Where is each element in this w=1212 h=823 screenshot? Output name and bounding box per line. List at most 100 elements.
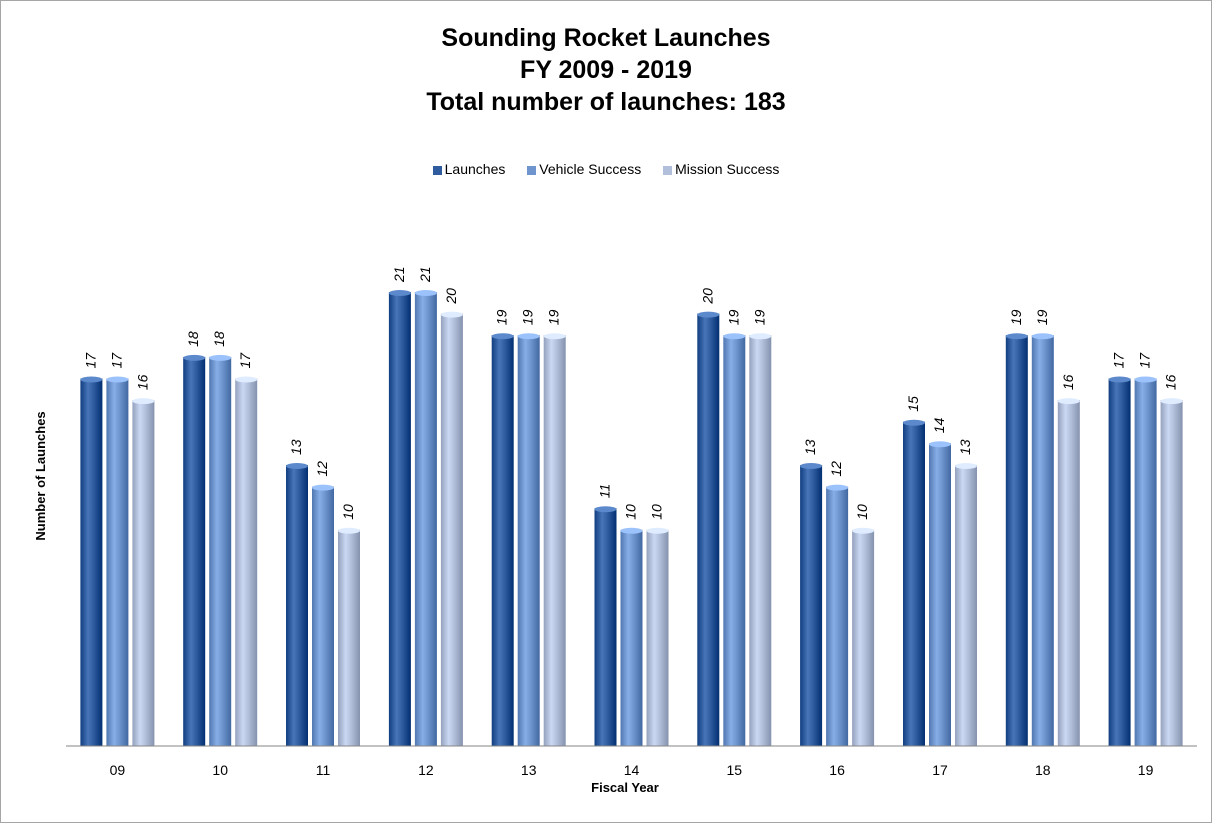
bar-launches-10 <box>183 356 206 746</box>
bar-cap-mission-success-16 <box>852 527 875 534</box>
bar-launches-18 <box>1005 335 1028 746</box>
data-label-launches-10: 18 <box>185 331 201 347</box>
bar-cap-vehicle-success-16 <box>826 484 849 491</box>
x-tick-label-10: 10 <box>212 762 228 778</box>
data-label-vehicle-success-13: 19 <box>520 309 536 325</box>
bar-launches-12 <box>388 292 411 746</box>
bar-mission-success-14 <box>646 529 669 746</box>
bar-cap-launches-09 <box>80 376 103 383</box>
bar-launches-09 <box>80 378 103 746</box>
data-label-mission-success-16: 10 <box>854 504 870 520</box>
bar-cap-vehicle-success-09 <box>106 376 129 383</box>
data-label-vehicle-success-18: 19 <box>1034 309 1050 325</box>
bar-mission-success-16 <box>852 529 875 746</box>
y-axis-title: Number of Launches <box>33 411 48 540</box>
x-axis-title: Fiscal Year <box>591 780 659 795</box>
x-tick-label-09: 09 <box>110 762 126 778</box>
bar-cap-launches-15 <box>697 311 720 318</box>
data-label-mission-success-17: 13 <box>957 439 973 455</box>
legend-label-launches: Launches <box>444 161 506 178</box>
bar-cap-mission-success-09 <box>132 398 155 405</box>
data-label-vehicle-success-19: 17 <box>1137 352 1153 369</box>
data-label-launches-13: 19 <box>494 309 510 325</box>
data-label-mission-success-12: 20 <box>443 288 459 305</box>
bar-cap-vehicle-success-14 <box>620 527 643 534</box>
data-label-launches-17: 15 <box>905 396 921 412</box>
x-tick-label-14: 14 <box>624 762 640 778</box>
data-label-vehicle-success-12: 21 <box>417 266 433 283</box>
data-label-vehicle-success-16: 12 <box>828 461 844 477</box>
data-label-launches-16: 13 <box>802 439 818 455</box>
data-label-launches-19: 17 <box>1111 352 1127 369</box>
data-label-vehicle-success-14: 10 <box>623 504 639 520</box>
x-tick-label-18: 18 <box>1035 762 1051 778</box>
bar-cap-mission-success-11 <box>338 527 360 534</box>
bar-mission-success-09 <box>132 400 155 746</box>
data-label-vehicle-success-11: 12 <box>314 461 330 477</box>
data-label-launches-14: 11 <box>597 484 613 499</box>
data-label-mission-success-15: 19 <box>751 309 767 325</box>
legend-label-mission-success: Mission Success <box>675 161 780 178</box>
data-label-launches-15: 20 <box>699 288 715 305</box>
legend-item-mission-success: Mission Success <box>663 161 779 177</box>
bar-launches-16 <box>800 465 823 746</box>
bar-vehicle-success-12 <box>414 292 437 746</box>
bar-vehicle-success-14 <box>620 529 643 746</box>
bars-group <box>80 290 1183 746</box>
chart-title-line-1: Sounding Rocket Launches <box>441 24 771 52</box>
bar-launches-17 <box>903 421 925 746</box>
bar-cap-launches-16 <box>800 463 823 469</box>
bar-cap-vehicle-success-18 <box>1031 333 1054 340</box>
data-label-vehicle-success-09: 17 <box>108 352 124 369</box>
x-tick-label-13: 13 <box>521 762 537 778</box>
data-label-vehicle-success-17: 14 <box>931 418 947 434</box>
bar-mission-success-15 <box>749 335 772 746</box>
bar-cap-mission-success-14 <box>646 527 669 534</box>
bar-cap-vehicle-success-19 <box>1134 376 1157 383</box>
bar-cap-launches-19 <box>1108 376 1131 383</box>
bar-vehicle-success-19 <box>1134 378 1157 746</box>
bar-cap-launches-12 <box>388 290 411 296</box>
bar-launches-11 <box>286 465 308 746</box>
data-label-launches-12: 21 <box>391 266 407 283</box>
legend-item-vehicle-success: Vehicle Success <box>527 161 641 177</box>
legend-swatch-vehicle-success <box>527 166 537 176</box>
bar-cap-launches-10 <box>183 354 206 361</box>
data-label-mission-success-18: 16 <box>1060 374 1076 390</box>
bar-launches-15 <box>697 313 720 746</box>
legend-swatch-launches <box>432 166 442 176</box>
legend-label-vehicle-success: Vehicle Success <box>539 161 642 178</box>
bar-vehicle-success-15 <box>723 335 746 746</box>
chart-legend: Launches Vehicle Success Mission Success <box>0 160 1212 177</box>
x-tick-label-15: 15 <box>727 762 743 778</box>
x-tick-label-11: 11 <box>316 762 331 778</box>
bar-cap-mission-success-18 <box>1057 398 1080 405</box>
bar-cap-launches-14 <box>594 506 617 513</box>
bar-cap-mission-success-17 <box>955 463 977 469</box>
x-tick-label-17: 17 <box>932 762 948 778</box>
bar-cap-launches-13 <box>491 333 514 340</box>
data-label-mission-success-11: 10 <box>340 504 356 520</box>
bar-vehicle-success-16 <box>826 486 849 746</box>
bar-cap-mission-success-12 <box>440 311 463 318</box>
x-tick-label-12: 12 <box>418 762 434 778</box>
bar-vehicle-success-17 <box>929 443 951 746</box>
bar-cap-launches-11 <box>286 463 308 469</box>
chart-title: Sounding Rocket Launches FY 2009 - 2019 … <box>0 22 1212 118</box>
data-label-launches-11: 13 <box>288 439 304 455</box>
data-label-vehicle-success-10: 18 <box>211 331 227 347</box>
data-label-launches-09: 17 <box>82 352 98 369</box>
bar-cap-mission-success-13 <box>543 333 566 340</box>
bar-cap-vehicle-success-17 <box>929 441 951 448</box>
bar-launches-13 <box>491 335 514 746</box>
bar-cap-vehicle-success-13 <box>517 333 540 340</box>
legend-swatch-mission-success <box>663 166 673 176</box>
data-label-mission-success-09: 16 <box>134 374 150 390</box>
bar-launches-14 <box>594 508 617 746</box>
data-label-vehicle-success-15: 19 <box>725 309 741 325</box>
bar-cap-launches-18 <box>1005 333 1028 340</box>
x-tick-labels-group: 09 10 11 12 13 14 15 16 17 18 19 <box>110 762 1154 778</box>
data-labels-group: 17 17 16 18 18 17 13 12 10 21 21 20 19 19 19 11 10 10 20 19… <box>82 266 1178 519</box>
bar-launches-19 <box>1108 378 1131 746</box>
bar-mission-success-18 <box>1057 400 1080 746</box>
